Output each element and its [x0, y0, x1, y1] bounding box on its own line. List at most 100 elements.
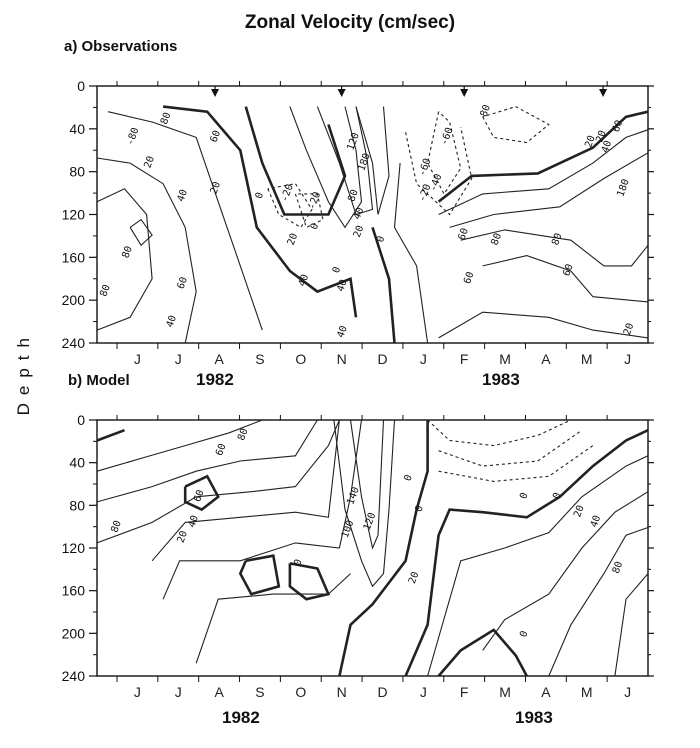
contour-line	[195, 573, 351, 664]
contour-line	[129, 218, 153, 247]
contour-label: 20	[594, 129, 608, 144]
contour-label: -80	[125, 126, 142, 147]
month-label: A	[541, 684, 551, 700]
month-label: J	[420, 351, 427, 367]
contour-line	[482, 491, 649, 651]
month-label: J	[624, 351, 631, 367]
contour-label: 120	[345, 131, 362, 152]
contour-line	[427, 111, 462, 195]
contour-line	[316, 106, 374, 216]
contour-label: 20	[143, 155, 157, 170]
month-label: J	[134, 684, 141, 700]
contour-label: 20	[622, 322, 636, 337]
panel-a-year-1983: 1983	[482, 370, 520, 389]
contour-label: 20	[572, 504, 586, 519]
contour-line	[183, 474, 220, 512]
contour-line	[349, 419, 385, 550]
y-tick-label: 40	[69, 455, 85, 471]
month-label: O	[295, 684, 306, 700]
contour-label: 40	[176, 188, 190, 203]
month-label: M	[581, 351, 593, 367]
contour-line	[107, 111, 263, 331]
contour-label: 120	[362, 511, 379, 532]
month-label: N	[337, 684, 347, 700]
contour-line	[371, 227, 396, 344]
month-label: D	[377, 351, 387, 367]
contour-label: 80	[98, 283, 112, 298]
contour-line	[151, 419, 340, 562]
contour-label: -20	[279, 183, 296, 204]
contour-label: 60	[214, 442, 228, 457]
contour-label: 20	[352, 224, 366, 239]
contour-line	[267, 183, 313, 229]
contour-label: 60	[192, 488, 206, 503]
y-tick-label: 0	[77, 412, 85, 428]
y-tick-label: 80	[69, 164, 85, 180]
obs-marker	[599, 89, 608, 97]
contour-label: 0	[309, 222, 321, 231]
contour-label: 0	[403, 473, 415, 482]
contour-label: 40	[335, 324, 349, 339]
panel-b-year-1982: 1982	[222, 708, 260, 727]
month-label: J	[134, 351, 141, 367]
month-label: N	[337, 351, 347, 367]
contour-label: 0	[254, 191, 266, 200]
contour-label: 0	[551, 491, 563, 500]
month-label: D	[377, 684, 387, 700]
contour-line	[437, 628, 528, 677]
contour-label: 0	[518, 491, 530, 500]
y-tick-label: 240	[62, 668, 86, 684]
contour-label: 40	[335, 278, 349, 293]
contour-line	[162, 419, 363, 600]
contour-label: 60	[209, 129, 223, 144]
contour-label: 80	[120, 245, 134, 260]
contour-line	[162, 105, 358, 318]
contour-label: 180	[356, 152, 373, 173]
contour-line	[238, 554, 281, 596]
contour-label: 40	[187, 514, 201, 529]
contour-line	[355, 106, 390, 215]
y-tick-label: 240	[62, 335, 86, 351]
y-tick-label: 0	[77, 78, 85, 94]
month-label: F	[460, 684, 469, 700]
contour-label: -60	[439, 126, 456, 147]
contour-line	[96, 419, 340, 544]
y-tick-label: 200	[62, 292, 86, 308]
obs-marker	[460, 89, 469, 97]
obs-marker	[211, 89, 220, 97]
month-label: M	[581, 684, 593, 700]
contour-line	[404, 429, 649, 677]
contour-line	[96, 428, 125, 442]
contour-line	[427, 419, 572, 447]
month-label: J	[175, 684, 182, 700]
contour-label: 0	[414, 504, 426, 513]
contour-label: 80	[159, 111, 173, 126]
contour-label: 40	[165, 314, 179, 329]
y-tick-label: 40	[69, 121, 85, 137]
month-label: M	[499, 684, 511, 700]
contour-label: 0	[518, 629, 530, 638]
contour-label: 20	[209, 180, 223, 195]
contour-line	[288, 562, 331, 601]
month-label: J	[175, 351, 182, 367]
contour-label: 60	[176, 276, 190, 291]
month-label: J	[624, 684, 631, 700]
month-label: J	[420, 684, 427, 700]
contour-line	[244, 106, 347, 216]
contour-label: 180	[615, 178, 632, 199]
contour-label: 0	[331, 265, 343, 274]
contour-line	[289, 106, 363, 229]
contour-line	[482, 255, 649, 303]
chart-title: Zonal Velocity (cm/sec)	[244, 12, 456, 33]
contour-line	[405, 126, 473, 216]
contour-label: 40	[352, 206, 366, 221]
contour-label: 40	[589, 514, 603, 529]
y-tick-label: 80	[69, 497, 85, 513]
contour-label: 60	[611, 119, 625, 134]
contour-line	[393, 163, 429, 344]
contour-line	[460, 229, 649, 267]
contour-label: 20	[407, 570, 421, 585]
contour-line	[438, 429, 583, 467]
y-tick-label: 160	[62, 583, 86, 599]
